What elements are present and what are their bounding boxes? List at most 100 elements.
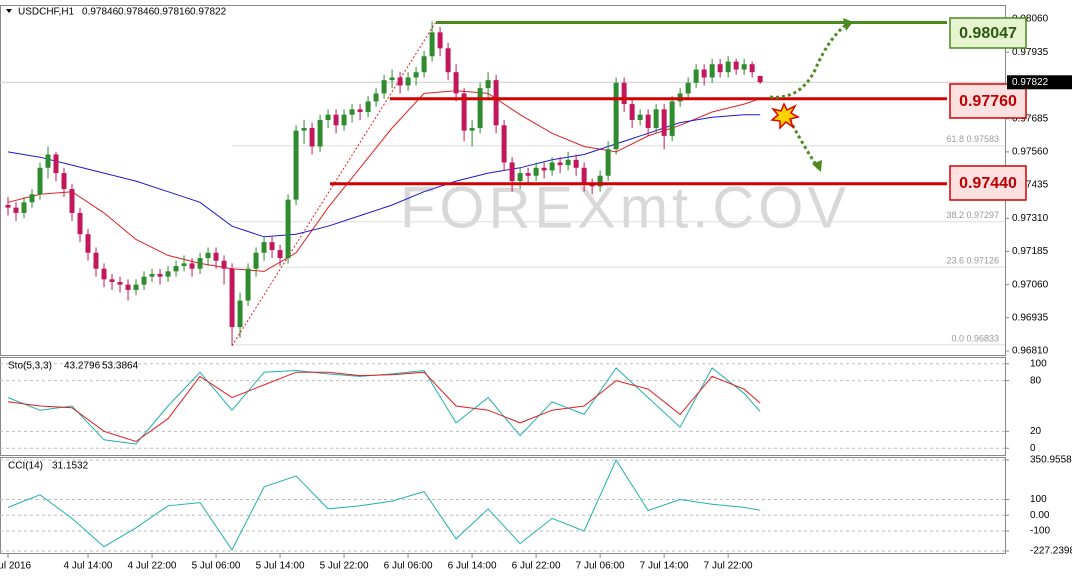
y-tick-label: 0.96935 bbox=[1012, 312, 1049, 323]
x-tick-label: 5 Jul 22:00 bbox=[320, 561, 369, 572]
candle-body bbox=[101, 268, 107, 280]
candle-body bbox=[613, 82, 619, 150]
candle-body bbox=[701, 69, 707, 78]
candle-body bbox=[389, 77, 395, 81]
candle-body bbox=[349, 109, 355, 115]
candle-body bbox=[653, 109, 659, 128]
candle-body bbox=[437, 32, 443, 49]
candle-body bbox=[629, 104, 635, 120]
candle-body bbox=[725, 61, 731, 73]
candle-body bbox=[597, 175, 603, 187]
candle-body bbox=[605, 149, 611, 176]
candle-body bbox=[661, 109, 667, 136]
candle-body bbox=[261, 242, 267, 253]
y-tick-label: 80 bbox=[1030, 375, 1042, 386]
candle-body bbox=[357, 109, 363, 113]
x-tick-label: 4 Jul 22:00 bbox=[128, 561, 177, 572]
candle-body bbox=[365, 101, 371, 113]
x-tick-label: 5 Jul 14:00 bbox=[256, 561, 305, 572]
candle-body bbox=[165, 271, 171, 277]
candle-body bbox=[173, 266, 179, 272]
fib-label: 38.2 0.97297 bbox=[946, 210, 999, 220]
cci-title: CCI(14) bbox=[8, 461, 43, 472]
candle-body bbox=[317, 119, 323, 147]
y-tick-label: 0.97560 bbox=[1012, 146, 1049, 157]
candle-body bbox=[645, 114, 651, 128]
ohlc-open: 0.97846 bbox=[82, 7, 119, 18]
fib-label: 0.0 0.96833 bbox=[951, 333, 999, 343]
arrowhead bbox=[843, 18, 853, 31]
x-tick-label: 7 Jul 06:00 bbox=[576, 561, 625, 572]
candle-body bbox=[341, 114, 347, 126]
y-tick-label: 20 bbox=[1030, 426, 1042, 437]
candle-body bbox=[421, 56, 427, 73]
candle-body bbox=[117, 281, 123, 285]
fib-label: 61.8 0.97583 bbox=[946, 134, 999, 144]
candle-body bbox=[749, 64, 755, 73]
candle-body bbox=[21, 202, 27, 213]
candle-body bbox=[293, 130, 299, 200]
level-box bbox=[949, 17, 1027, 49]
plot-layer: 0.98060 0.97935 0.97685 0.97560 0.97435 0.973… bbox=[0, 14, 1072, 572]
candle-body bbox=[29, 194, 35, 203]
candle-body bbox=[245, 268, 251, 301]
level-label: 0.98047 bbox=[959, 25, 1017, 42]
candle-body bbox=[405, 77, 411, 86]
candle-body bbox=[621, 82, 627, 105]
candle-body bbox=[301, 127, 307, 131]
cci-value: 31.1532 bbox=[52, 461, 89, 472]
x-tick-label: 7 Jul 14:00 bbox=[640, 561, 689, 572]
candle-body bbox=[181, 263, 187, 267]
level-label: 0.97760 bbox=[959, 93, 1017, 110]
candle-body bbox=[541, 167, 547, 171]
candle-body bbox=[757, 75, 763, 83]
menu-triangle bbox=[6, 9, 12, 13]
x-tick-label: 4 Jul 14:00 bbox=[64, 561, 113, 572]
candle-body bbox=[693, 69, 699, 83]
cci-panel bbox=[0, 457, 1006, 554]
candle-body bbox=[413, 72, 419, 78]
forecast-arrow-up bbox=[769, 20, 851, 99]
symbol-title: USDCHF,H1 bbox=[18, 7, 75, 18]
indicator-line bbox=[7, 371, 761, 443]
candle-body bbox=[125, 284, 131, 290]
level-box bbox=[949, 83, 1027, 119]
x-tick-label: 6 Jul 06:00 bbox=[384, 561, 433, 572]
candle-body bbox=[141, 276, 147, 285]
candle-body bbox=[549, 162, 555, 171]
y-tick-label: 0.97310 bbox=[1012, 213, 1049, 224]
stoch-title: Sto(5,3,3) bbox=[8, 361, 52, 372]
y-tick-label: 100 bbox=[1030, 358, 1047, 369]
candle-body bbox=[149, 274, 155, 277]
candle-body bbox=[205, 252, 211, 259]
price-marker-label: 0.97822 bbox=[1012, 77, 1049, 88]
level-box bbox=[949, 165, 1027, 201]
level-label: 0.97440 bbox=[959, 175, 1017, 192]
candle-body bbox=[157, 274, 163, 277]
candle-body bbox=[285, 199, 291, 259]
candle-body bbox=[533, 167, 539, 176]
x-tick-label: 5 Jul 06:00 bbox=[192, 561, 241, 572]
indicator-line bbox=[7, 367, 761, 445]
candle-body bbox=[509, 162, 515, 182]
y-tick-label: -227.2398 bbox=[1030, 546, 1072, 557]
breakout-icon bbox=[770, 102, 800, 130]
candle-body bbox=[557, 162, 563, 166]
y-tick-label: 0.96810 bbox=[1012, 346, 1049, 357]
x-tick-label: 4 Jul 2016 bbox=[0, 561, 32, 572]
candle-body bbox=[637, 114, 643, 120]
candle-body bbox=[397, 77, 403, 86]
candle-body bbox=[517, 173, 523, 182]
y-tick-label: 0.97685 bbox=[1012, 113, 1049, 124]
candle-body bbox=[221, 260, 227, 269]
candle-body bbox=[445, 48, 451, 73]
y-tick-label: 350.9558 bbox=[1030, 455, 1072, 466]
candle-body bbox=[189, 263, 195, 269]
y-tick-label: 0 bbox=[1030, 443, 1036, 454]
y-tick-label: 0.97185 bbox=[1012, 246, 1049, 257]
candle-body bbox=[61, 173, 67, 190]
y-tick-label: 0.97060 bbox=[1012, 279, 1049, 290]
candle-body bbox=[501, 125, 507, 163]
